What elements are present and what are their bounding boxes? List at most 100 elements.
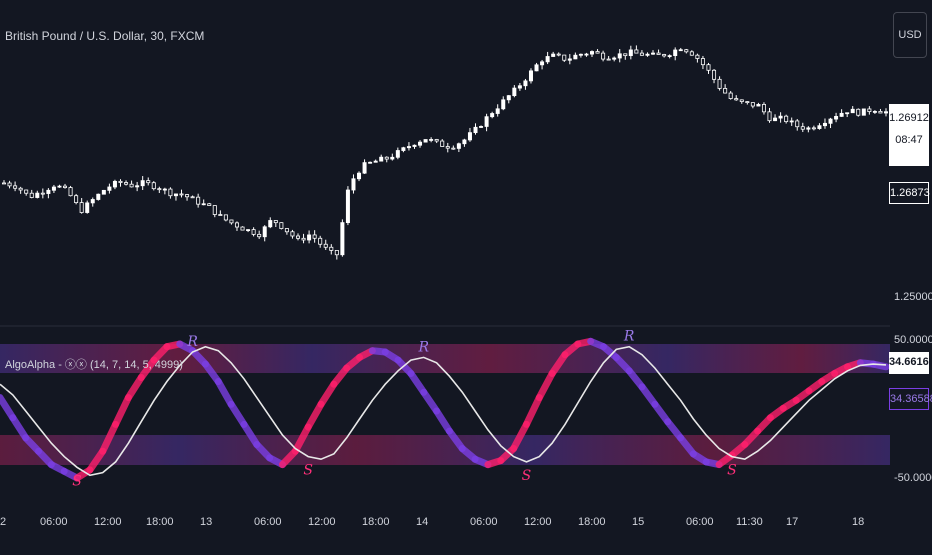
candle bbox=[68, 187, 73, 197]
candle bbox=[362, 162, 367, 174]
candle bbox=[590, 51, 595, 55]
osc-main-segment bbox=[201, 360, 222, 386]
candle bbox=[606, 58, 611, 61]
osc-main-segment bbox=[522, 394, 543, 428]
osc-main-segment bbox=[407, 369, 428, 396]
oscillator-legend: AlgoAlpha - ⓧⓧ (14, 7, 14, 5, 4999) bbox=[5, 359, 183, 371]
time-axis-label: 12:00 bbox=[308, 516, 336, 528]
candle bbox=[301, 237, 306, 241]
candle bbox=[340, 222, 345, 256]
candle bbox=[806, 127, 811, 130]
candle bbox=[384, 156, 389, 160]
candle bbox=[24, 189, 29, 194]
time-axis-label: 06:00 bbox=[40, 516, 68, 528]
candle bbox=[700, 58, 705, 66]
candle bbox=[251, 229, 256, 235]
oscillator-series bbox=[0, 337, 890, 482]
signal-markers: S R S R S R S bbox=[72, 329, 736, 490]
current-price-tag: 1.26912 08:47 bbox=[889, 104, 929, 166]
candle bbox=[246, 229, 251, 232]
candle bbox=[506, 95, 511, 101]
candle bbox=[284, 228, 289, 233]
candle bbox=[551, 53, 556, 57]
candle bbox=[601, 52, 606, 60]
time-axis-label: 18:00 bbox=[146, 516, 174, 528]
osc-lower-band bbox=[0, 435, 890, 465]
candle bbox=[2, 182, 7, 185]
candle bbox=[329, 246, 334, 251]
time-axis-label: 18 bbox=[852, 516, 865, 528]
resistance-marker: R bbox=[417, 339, 429, 355]
candle bbox=[761, 104, 766, 113]
candle bbox=[623, 53, 628, 57]
time-axis-label: 06:00 bbox=[686, 516, 714, 528]
candle bbox=[628, 49, 633, 57]
candle bbox=[118, 180, 123, 183]
candle bbox=[739, 99, 744, 102]
candle bbox=[562, 54, 567, 61]
time-axis-label: 12:00 bbox=[94, 516, 122, 528]
osc-axis-top: 50.00000 bbox=[894, 334, 932, 346]
candle bbox=[512, 87, 517, 97]
candle bbox=[678, 49, 683, 52]
candle bbox=[74, 195, 79, 204]
candle bbox=[528, 70, 533, 82]
candle bbox=[168, 188, 173, 197]
candle bbox=[767, 111, 772, 122]
candle bbox=[773, 117, 778, 122]
candle bbox=[473, 126, 478, 134]
candle bbox=[778, 115, 783, 119]
candle bbox=[223, 214, 228, 221]
osc-main-segment bbox=[99, 420, 120, 455]
time-axis-label: 15 bbox=[632, 516, 645, 528]
countdown: 08:47 bbox=[895, 134, 923, 146]
osc-main-segment bbox=[433, 407, 453, 435]
osc-main-segment bbox=[651, 400, 672, 426]
time-axis-label: 13 bbox=[200, 516, 213, 528]
candle bbox=[273, 220, 278, 224]
time-axis-label: 12:00 bbox=[524, 516, 552, 528]
candle bbox=[323, 243, 328, 248]
candle bbox=[667, 55, 672, 58]
osc-main-segment bbox=[227, 400, 248, 428]
candle bbox=[124, 182, 129, 185]
candle bbox=[706, 64, 711, 71]
candle bbox=[545, 56, 550, 63]
candle bbox=[179, 193, 184, 196]
candle bbox=[85, 202, 90, 213]
candle bbox=[845, 112, 850, 115]
candle bbox=[13, 185, 18, 189]
candle bbox=[872, 111, 877, 113]
candle bbox=[135, 185, 140, 188]
candle bbox=[462, 139, 467, 145]
candle bbox=[96, 193, 101, 200]
candle bbox=[717, 78, 722, 89]
candle bbox=[368, 161, 373, 164]
candle bbox=[534, 64, 539, 72]
candle bbox=[440, 140, 445, 147]
candle bbox=[645, 53, 650, 56]
time-axis-label: 18:00 bbox=[362, 516, 390, 528]
currency-button[interactable]: USD bbox=[893, 12, 927, 58]
support-marker: S bbox=[727, 463, 737, 479]
support-marker: S bbox=[303, 463, 313, 479]
osc-main-segment bbox=[304, 400, 325, 431]
candle bbox=[279, 222, 284, 229]
candle bbox=[201, 203, 206, 206]
candle bbox=[800, 126, 805, 130]
candle bbox=[878, 111, 883, 114]
time-axis-label: 06:00 bbox=[254, 516, 282, 528]
candle bbox=[467, 132, 472, 141]
candle bbox=[157, 188, 162, 191]
candle bbox=[817, 125, 822, 129]
candle bbox=[185, 194, 190, 198]
candle bbox=[112, 180, 117, 188]
osc-main-segment bbox=[445, 427, 466, 453]
osc-signal-value: 34.36588 bbox=[889, 388, 932, 410]
candle bbox=[867, 108, 872, 112]
candle bbox=[750, 102, 755, 107]
candle bbox=[79, 202, 84, 213]
time-axis-label: 18:00 bbox=[578, 516, 606, 528]
